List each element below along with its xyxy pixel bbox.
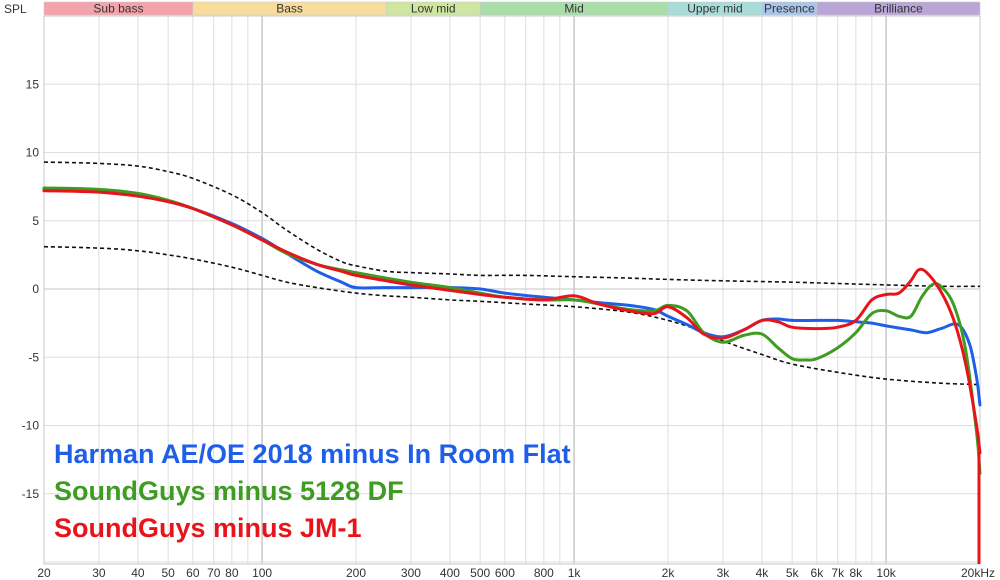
band-label-5: Presence xyxy=(764,2,815,16)
x-tick-1: 30 xyxy=(92,566,106,580)
x-tick-9: 300 xyxy=(401,566,421,580)
x-tick-21: 8k xyxy=(849,566,863,580)
x-tick-19: 6k xyxy=(811,566,825,580)
band-6 xyxy=(816,1,981,16)
reference-curve-1 xyxy=(43,245,981,386)
y-tick-6: -15 xyxy=(22,487,40,501)
y-tick-2: 5 xyxy=(32,214,39,228)
x-tick-12: 600 xyxy=(495,566,515,580)
x-tick-16: 3k xyxy=(717,566,731,580)
x-tick-13: 800 xyxy=(534,566,554,580)
x-tick-8: 200 xyxy=(346,566,366,580)
x-tick-15: 2k xyxy=(662,566,676,580)
x-tick-2: 40 xyxy=(131,566,145,580)
y-tick-3: 0 xyxy=(32,282,39,296)
x-tick-3: 50 xyxy=(161,566,175,580)
x-tick-17: 4k xyxy=(756,566,770,580)
legend: Harman AE/OE 2018 minus In Room Flat Soun… xyxy=(54,439,571,543)
band-label-6: Brilliance xyxy=(874,2,923,16)
band-label-0: Sub bass xyxy=(93,2,143,16)
y-tick-0: 15 xyxy=(26,77,40,91)
plot-border xyxy=(43,15,981,565)
series-lines xyxy=(42,186,982,564)
legend-entry-2: SoundGuys minus JM-1 xyxy=(54,513,362,543)
band-label-4: Upper mid xyxy=(687,2,742,16)
x-tick-11: 500 xyxy=(470,566,490,580)
y-tick-4: -5 xyxy=(28,350,39,364)
y-tick-labels: 15 10 5 0 -5 -10 -15 xyxy=(22,77,40,501)
band-label-3: Mid xyxy=(564,2,583,16)
x-tick-22: 10k xyxy=(876,566,896,580)
x-tick-0: 20 xyxy=(37,566,51,580)
legend-entry-1: SoundGuys minus 5128 DF xyxy=(54,476,404,506)
y-tick-5: -10 xyxy=(22,419,40,433)
grid xyxy=(43,15,981,565)
x-tick-5: 70 xyxy=(207,566,221,580)
band-label-2: Low mid xyxy=(411,2,456,16)
series-line-2 xyxy=(42,189,982,455)
x-tick-10: 400 xyxy=(440,566,460,580)
y-axis-label: SPL xyxy=(4,2,27,16)
y-tick-1: 10 xyxy=(26,146,40,160)
series-line-1 xyxy=(42,186,982,475)
x-tick-20: 7k xyxy=(831,566,845,580)
frequency-bands: Sub bass Bass Low mid Mid Upper mid Presence B… xyxy=(43,1,981,16)
reference-curve-0 xyxy=(43,161,981,288)
x-tick-labels: 20 30 40 50 60 70 80 100 200 300 400 500 600 800 1k 2k 3… xyxy=(37,566,995,580)
legend-entry-0: Harman AE/OE 2018 minus In Room Flat xyxy=(54,439,571,469)
x-tick-14: 1k xyxy=(568,566,582,580)
x-tick-23: 20kHz xyxy=(961,566,995,580)
x-tick-7: 100 xyxy=(252,566,272,580)
x-tick-6: 80 xyxy=(225,566,239,580)
x-tick-4: 60 xyxy=(186,566,200,580)
reference-curves xyxy=(43,161,981,386)
x-tick-18: 5k xyxy=(786,566,800,580)
band-label-1: Bass xyxy=(276,2,303,16)
